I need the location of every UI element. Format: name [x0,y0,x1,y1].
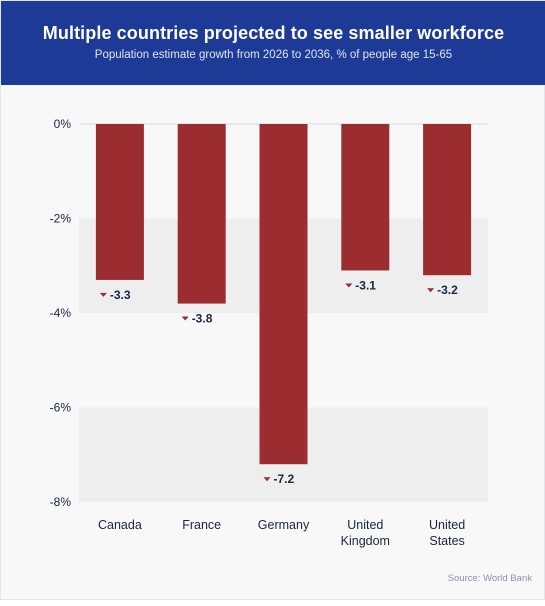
x-tick-label: States [429,534,464,548]
source-note: Source: World Bank [447,573,532,584]
y-tick-label: -4% [50,306,72,320]
chart-title: Multiple countries projected to see smal… [42,23,505,43]
x-tick-label: United [429,518,465,532]
bar [341,124,390,271]
data-label: -3.8 [192,312,213,326]
decrease-marker-icon [181,316,189,321]
data-label: -3.3 [110,288,131,302]
decrease-marker-icon [263,477,271,482]
data-label: -3.2 [437,283,458,297]
x-tick-label: Kingdom [341,534,390,548]
bar [423,124,472,276]
y-tick-label: -6% [50,401,72,415]
x-tick-label: Germany [258,518,310,532]
x-tick-label: United [347,518,383,532]
bar [177,124,226,304]
decrease-marker-icon [427,288,435,293]
data-label: -3.1 [355,278,376,292]
plot-area: 0% -2% -4% -6% -8% -3.3 Canada -3.8 France -7.2 Ge… [1,85,545,601]
chart-subtitle: Population estimate growth from 2026 to … [94,49,453,61]
bar [259,124,308,465]
data-label: -7.2 [274,472,295,486]
y-tick-label: -2% [50,212,72,226]
y-tick-label: 0% [54,117,72,131]
y-tick-label: -8% [50,495,72,509]
decrease-marker-icon [345,283,353,288]
x-tick-label: Canada [98,518,142,532]
bar-chart: 0% -2% -4% -6% -8% -3.3 Canada -3.8 France -7.2 Ge… [50,117,488,548]
x-tick-label: France [182,518,221,532]
bar [95,124,144,280]
chart-header: Multiple countries projected to see smal… [1,1,545,85]
decrease-marker-icon [99,292,107,297]
